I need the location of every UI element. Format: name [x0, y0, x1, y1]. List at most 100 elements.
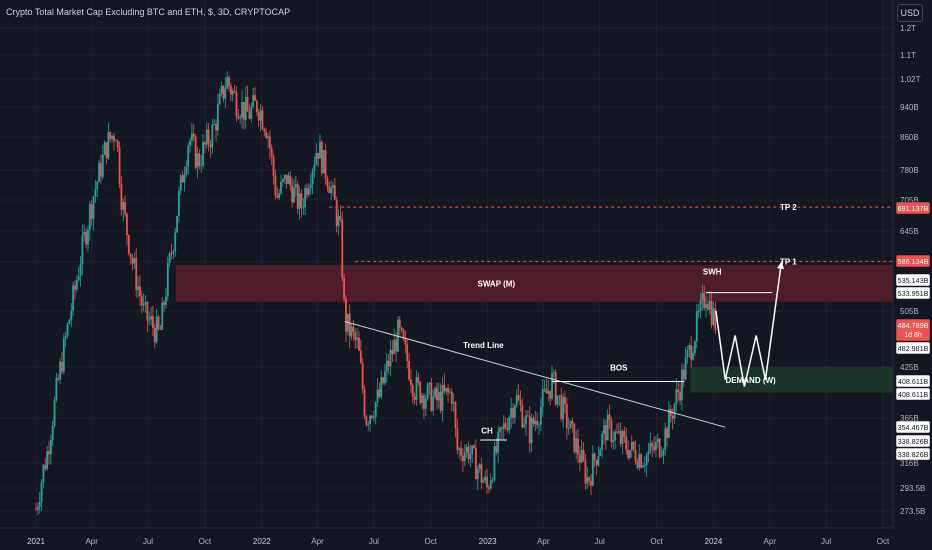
candle-body: [337, 216, 340, 227]
candle-body: [126, 213, 128, 236]
candle-body: [61, 361, 63, 372]
x-tick-label: Oct: [425, 537, 438, 546]
candle-body: [155, 316, 158, 343]
candle-body: [484, 476, 487, 481]
candle-body: [530, 417, 533, 444]
candle-body: [616, 431, 618, 433]
x-tick-label: 2023: [479, 537, 497, 546]
candle-body: [265, 132, 268, 138]
candle-body: [482, 480, 485, 483]
candle-body: [122, 202, 125, 210]
candle-body: [673, 404, 676, 419]
candle-body: [599, 449, 602, 457]
candle-body: [469, 454, 472, 460]
candle-body: [556, 395, 559, 405]
candle-body: [142, 303, 145, 306]
candle-body: [645, 454, 648, 466]
candle-body: [558, 395, 561, 397]
candle-body: [213, 123, 216, 125]
candle-body: [480, 464, 483, 483]
candle-body: [317, 153, 320, 159]
x-tick-label: Oct: [199, 537, 212, 546]
candle-body: [528, 416, 531, 444]
candle-body: [313, 164, 316, 171]
candle-body: [406, 344, 409, 362]
candle-body: [493, 445, 496, 480]
candle-body: [643, 465, 646, 467]
candle-body: [328, 186, 331, 193]
candle-body: [196, 153, 199, 168]
candle-body: [267, 136, 269, 138]
candle-body: [508, 417, 511, 431]
x-tick-label: Apr: [764, 537, 777, 546]
candle-body: [152, 316, 154, 328]
candle-body: [320, 141, 323, 174]
candle-body: [124, 202, 126, 214]
price-axis-label: [895, 201, 931, 215]
candle-body: [246, 96, 249, 112]
candle-body: [642, 465, 644, 468]
candle-body: [306, 188, 308, 195]
candle-body: [352, 326, 355, 332]
candle-body: [205, 129, 208, 145]
candle-body: [684, 356, 687, 380]
candle-body: [512, 407, 514, 418]
y-tick-label: 940B: [900, 103, 919, 112]
candle-body: [44, 465, 47, 469]
candle-body: [562, 397, 565, 420]
candle-body: [502, 423, 505, 429]
candle-body: [478, 464, 481, 469]
x-tick-label: Oct: [877, 537, 890, 546]
candle-body: [350, 326, 353, 337]
candle-body: [679, 392, 681, 401]
candle-body: [365, 416, 368, 425]
candle-body: [294, 184, 297, 188]
candle-body: [176, 215, 178, 233]
candle-body: [315, 153, 318, 165]
candle-body: [411, 385, 414, 397]
candle-body: [66, 323, 69, 336]
currency-button[interactable]: USD: [897, 4, 923, 22]
candle-body: [445, 388, 448, 392]
price-axis-label: [895, 387, 931, 401]
candle-body: [551, 373, 553, 399]
candle-body: [218, 93, 221, 105]
candle-body: [608, 414, 611, 420]
candle-body: [519, 399, 522, 405]
candle-body: [263, 129, 266, 133]
y-tick-label: 365B: [900, 414, 919, 423]
candle-body: [231, 90, 234, 95]
candle-body: [49, 440, 52, 455]
candle-body: [630, 441, 633, 451]
candle-body: [211, 124, 214, 148]
candle-body: [486, 476, 488, 488]
candle-body: [228, 77, 230, 86]
swh-label: SWH: [703, 267, 722, 276]
candle-body: [573, 423, 576, 453]
candle-body: [257, 112, 260, 121]
candle-body: [116, 140, 119, 148]
candle-body: [489, 480, 492, 489]
candle-body: [148, 319, 151, 321]
price-axis-label-text: 535.143B: [898, 276, 929, 285]
candle-body: [682, 369, 685, 380]
candle-body: [270, 148, 273, 157]
tp2-label: TP 2: [780, 203, 797, 212]
candle-body: [580, 449, 583, 463]
candle-body: [439, 391, 442, 411]
candle-body: [408, 361, 410, 380]
candle-body: [410, 379, 412, 386]
candle-body: [168, 253, 171, 263]
price-axis-label-text: 408.611B: [898, 377, 928, 386]
candle-body: [107, 132, 110, 159]
candle-body: [393, 339, 396, 355]
candle-body: [46, 451, 49, 469]
candle-body: [452, 402, 455, 404]
candle-body: [391, 349, 394, 355]
y-tick-label: 645B: [900, 227, 919, 236]
candle-body: [57, 378, 60, 380]
candle-body: [224, 88, 227, 99]
candle-body: [268, 136, 271, 149]
y-tick-label: 860B: [900, 133, 919, 142]
